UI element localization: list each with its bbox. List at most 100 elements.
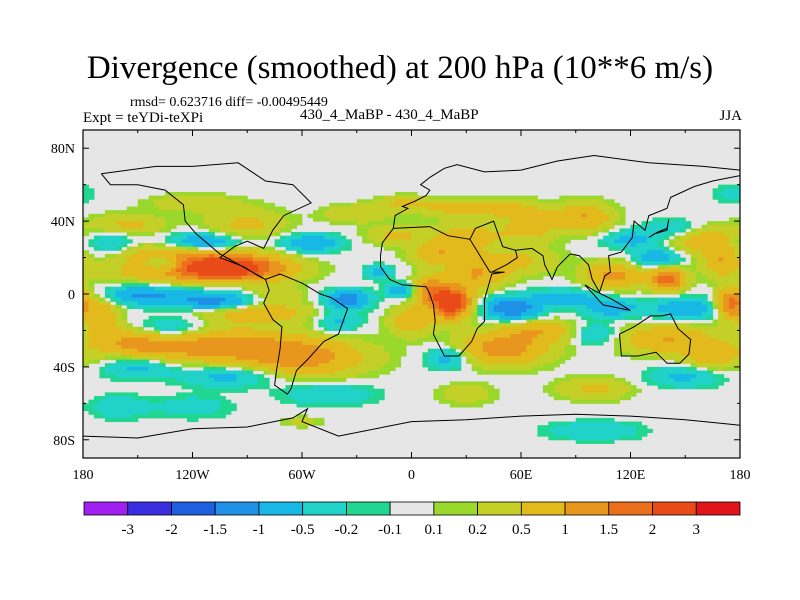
field-cell [477, 286, 500, 291]
field-cell [334, 355, 363, 361]
field-cell [586, 319, 615, 324]
field-cell [553, 432, 637, 437]
field-cell [83, 359, 89, 364]
field-cell [389, 275, 396, 280]
field-cell [197, 337, 276, 342]
field-cell [723, 315, 740, 321]
field-cell [614, 345, 621, 350]
field-cell [247, 294, 254, 299]
field-cell [367, 275, 391, 280]
field-cell [373, 261, 385, 266]
field-cell [312, 421, 325, 426]
field-cell [411, 290, 418, 295]
field-cell [652, 377, 675, 382]
field-cell [564, 275, 577, 280]
field-cell [121, 264, 155, 269]
field-cell [154, 202, 254, 208]
field-cell [225, 312, 298, 317]
field-cell [241, 385, 270, 390]
field-cell [126, 323, 133, 328]
field-cell [165, 381, 188, 386]
field-cell [542, 363, 560, 368]
field-cell [258, 294, 265, 299]
field-cell [395, 319, 462, 324]
field-cell [718, 337, 740, 342]
field-cell [635, 432, 648, 437]
coastline [263, 273, 349, 395]
field-cell [83, 301, 89, 306]
field-cell [406, 253, 418, 259]
field-cell [657, 283, 681, 288]
field-cell [466, 294, 478, 299]
field-cell [553, 388, 582, 393]
field-cell [389, 330, 440, 335]
field-cell [712, 301, 719, 306]
field-cell [657, 264, 670, 269]
field-cell [154, 323, 188, 328]
field-cell [165, 195, 226, 200]
field-cell [312, 308, 319, 313]
field-cell [537, 355, 560, 361]
field-cell [625, 250, 631, 255]
field-cell [466, 355, 478, 361]
field-cell [384, 294, 407, 299]
field-cell [707, 224, 740, 229]
field-cell [269, 264, 287, 269]
field-cell [362, 235, 369, 240]
field-cell [488, 297, 495, 302]
field-cell [614, 352, 631, 357]
field-cell [225, 315, 292, 321]
field-cell [280, 421, 292, 426]
field-cell [471, 272, 484, 277]
field-cell [646, 374, 670, 379]
field-cell [312, 417, 325, 423]
field-cell [83, 221, 89, 226]
field-cell [690, 363, 697, 368]
colorbar-swatch [389, 501, 435, 516]
field-cell [406, 261, 412, 266]
field-cell [449, 337, 467, 342]
field-cell [236, 239, 243, 244]
field-cell [83, 363, 89, 368]
field-cell [416, 283, 423, 288]
field-cell [170, 268, 177, 273]
x-tick-label: 120E [616, 468, 646, 483]
field-cell [214, 308, 226, 313]
field-cell [493, 213, 582, 218]
field-cell [121, 337, 150, 342]
field-cell [263, 294, 303, 299]
field-cell [395, 250, 407, 255]
field-cell [679, 283, 686, 288]
field-cell [258, 290, 303, 295]
field-cell [690, 246, 736, 251]
field-cell [608, 330, 615, 335]
field-cell [203, 315, 226, 321]
field-cell [241, 301, 248, 306]
field-cell [641, 377, 653, 382]
field-cell [679, 257, 686, 262]
field-cell [280, 235, 287, 240]
field-cell [455, 308, 462, 313]
field-cell [411, 235, 434, 240]
field-cell [148, 337, 199, 342]
field-cell [165, 359, 204, 364]
field-cell [384, 283, 407, 288]
field-cell [159, 334, 183, 339]
field-cell [137, 301, 199, 306]
field-cell [663, 250, 675, 255]
field-cell [389, 355, 402, 361]
colorbar-swatch [433, 501, 479, 516]
field-cell [88, 399, 100, 404]
field-cell [236, 374, 259, 379]
field-cell [668, 264, 681, 269]
field-cell [471, 323, 495, 328]
field-cell [192, 261, 254, 266]
field-cell [296, 308, 314, 313]
field-cell [384, 312, 391, 317]
field-cell [137, 279, 172, 284]
field-cell [422, 213, 495, 218]
field-cell [258, 377, 270, 382]
field-cell [537, 425, 555, 430]
field-cell [718, 304, 725, 310]
